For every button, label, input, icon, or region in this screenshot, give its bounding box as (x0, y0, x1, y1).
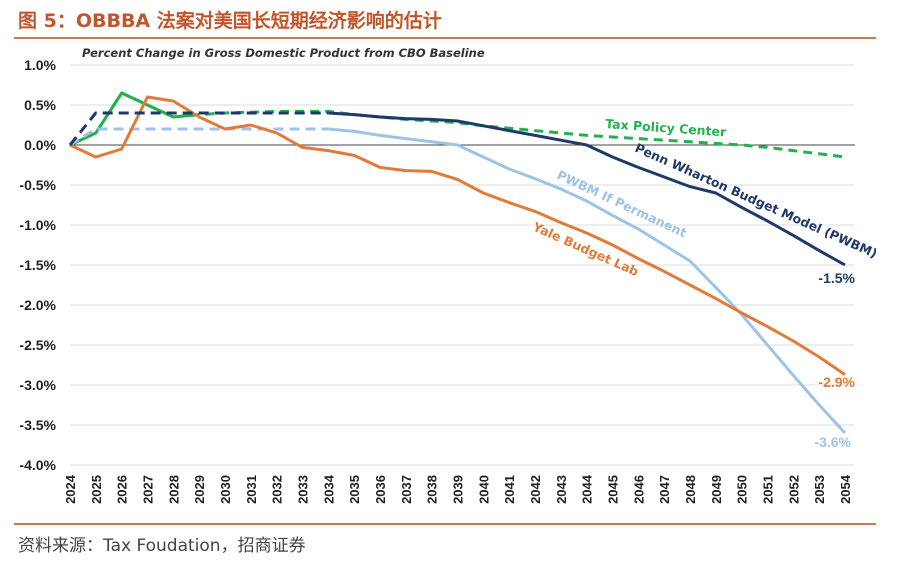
x-tick-label: 2040 (476, 475, 491, 504)
series-line-dashed-segment (68, 111, 329, 146)
x-tick-label: 2042 (528, 475, 543, 504)
series-name-label: Yale Budget Lab (530, 219, 641, 279)
series-name-label: Tax Policy Center (605, 116, 728, 139)
series-name-label: Penn Wharton Budget Model (PWBM) (633, 140, 880, 261)
figure-title: 图 5：OBBBA 法案对美国长短期经济影响的估计 (18, 10, 442, 32)
x-tick-label: 2052 (786, 475, 801, 504)
top-rule (14, 37, 876, 39)
x-tick-label: 2049 (709, 475, 724, 504)
bottom-rule (14, 523, 876, 525)
y-tick-label: 0.5% (24, 97, 56, 113)
x-tick-label: 2046 (631, 475, 646, 504)
x-tick-label: 2032 (270, 475, 285, 504)
x-tick-label: 2031 (244, 475, 259, 504)
x-tick-label: 2047 (657, 475, 672, 504)
x-tick-label: 2041 (502, 475, 517, 504)
y-tick-label: -1.5% (19, 257, 56, 273)
x-tick-label: 2027 (141, 475, 156, 504)
series-line (328, 111, 846, 267)
x-tick-label: 2029 (192, 475, 207, 504)
y-tick-label: -3.0% (19, 377, 56, 393)
x-tick-label: 2054 (838, 474, 853, 504)
y-tick-label: 1.0% (24, 57, 56, 73)
x-tick-label: 2045 (606, 475, 621, 504)
x-tick-label: 2035 (347, 475, 362, 504)
chart-subtitle: Percent Change in Gross Domestic Product… (82, 46, 485, 60)
x-tick-label: 2034 (321, 474, 336, 504)
grid-layer (70, 64, 855, 466)
series-line-dashed-segment (69, 127, 329, 147)
x-tick-label: 2028 (166, 475, 181, 504)
x-tick-label: 2050 (735, 475, 750, 504)
y-tick-label: 0.0% (24, 137, 56, 153)
x-tick-label: 2051 (761, 475, 776, 504)
x-tick-label: 2053 (812, 475, 827, 504)
x-tick-label: 2030 (218, 475, 233, 504)
x-tick-label: 2024 (63, 474, 78, 504)
x-tick-label: 2037 (399, 475, 414, 504)
series-line (69, 91, 846, 159)
end-value-label: -2.9% (818, 374, 855, 390)
source-note: 资料来源：Tax Foudation，招商证券 (18, 536, 306, 556)
y-tick-label: -2.0% (19, 297, 56, 313)
axis-layer: 1.0% 0.5% 0.0% -0.5% -1.0% -1.5% -2.0% -2.5% -3.… (19, 57, 855, 504)
y-tick-label: -1.0% (19, 217, 56, 233)
y-tick-label: -2.5% (19, 337, 56, 353)
y-tick-label: -0.5% (19, 177, 56, 193)
end-value-label: -1.5% (818, 270, 855, 286)
series-layer (68, 91, 847, 435)
series-line (328, 127, 847, 435)
x-tick-label: 2025 (89, 475, 104, 504)
series-line-solid-segment (69, 91, 200, 147)
x-tick-label: 2044 (580, 474, 595, 504)
series-line (69, 95, 846, 376)
end-value-label: -3.6% (814, 434, 851, 450)
x-tick-label: 2033 (296, 475, 311, 504)
x-tick-label: 2026 (115, 475, 130, 504)
y-tick-label: -3.5% (19, 417, 56, 433)
y-tick-label: -4.0% (19, 457, 56, 473)
x-tick-label: 2048 (683, 475, 698, 504)
x-tick-label: 2043 (554, 475, 569, 504)
x-tick-label: 2039 (451, 475, 466, 504)
x-tick-label: 2038 (425, 475, 440, 504)
x-tick-label: 2036 (373, 475, 388, 504)
